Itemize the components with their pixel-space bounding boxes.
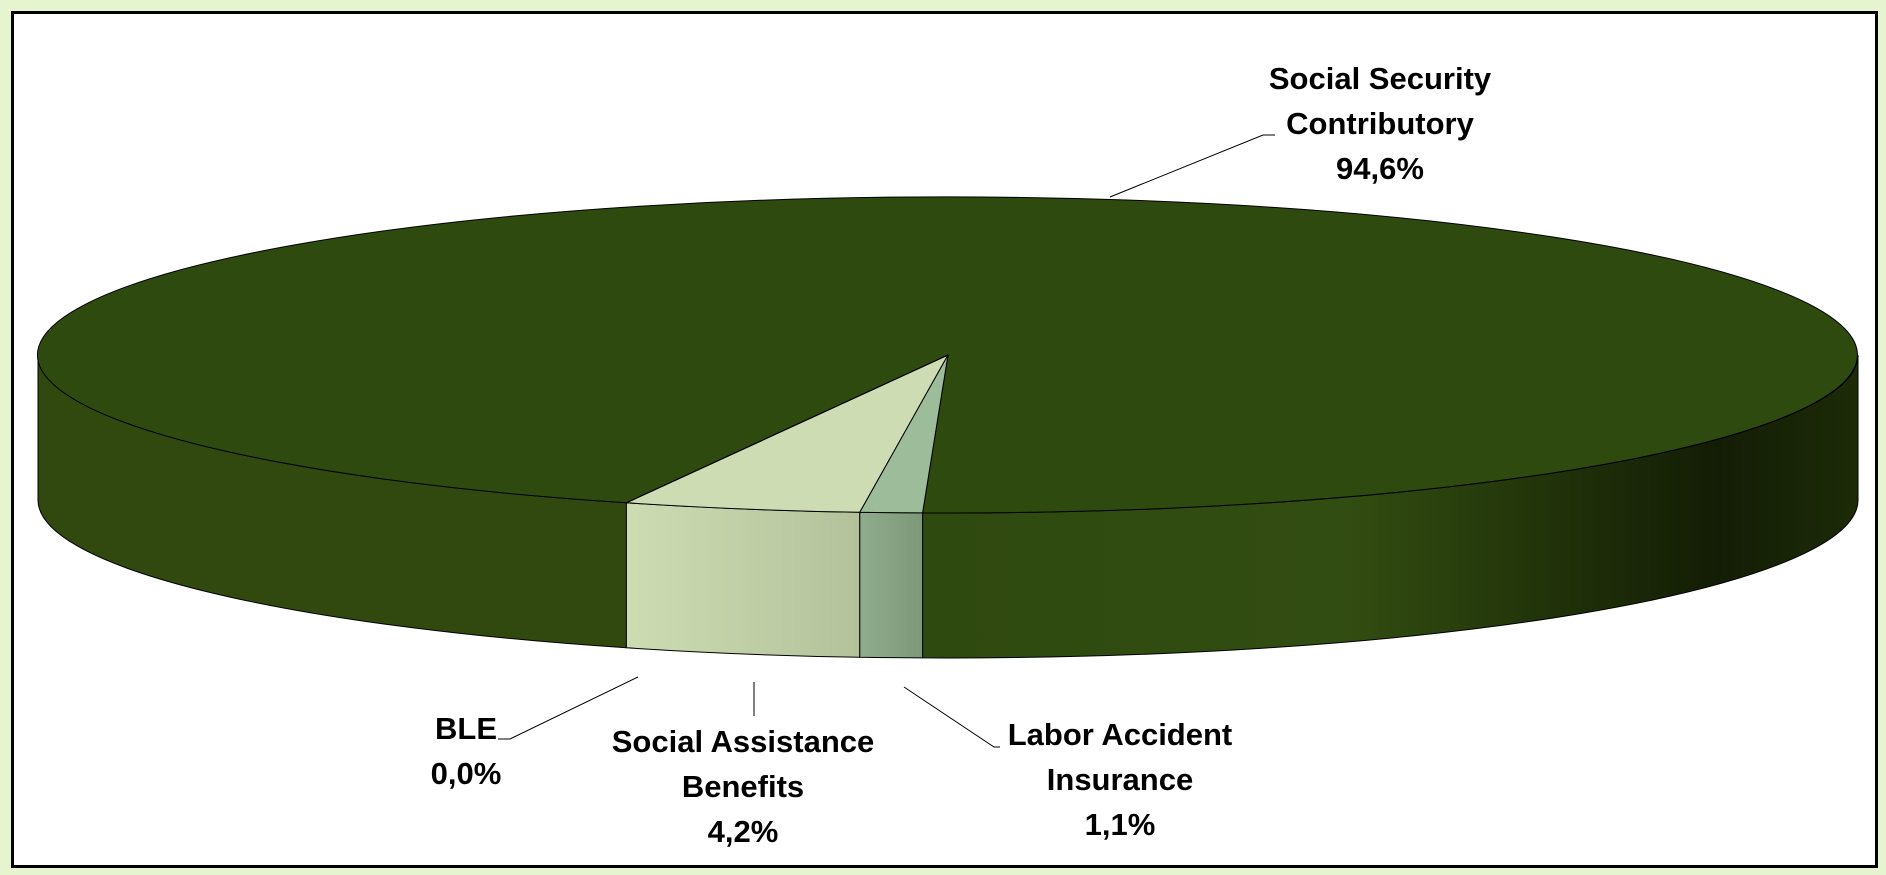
slice-social-assistance-benefits: [625, 354, 949, 513]
label-labor-accident-insurance: Labor Accident Insurance 1,1%: [1008, 717, 1233, 842]
slice-labor-accident-insurance: [859, 354, 949, 514]
side-social-assistance-benefits: [625, 502, 861, 658]
leader-labor-accident: [903, 686, 1000, 748]
side-labor-accident-insurance: [859, 511, 924, 659]
label-social-assistance-benefits: Social Assistance Benefits 4,2%: [612, 724, 875, 849]
label-ble: BLE 0,0%: [431, 711, 502, 791]
slice-ble: [626, 354, 949, 504]
label-social-security-contributory: Social Security Contributory 94,6%: [1269, 61, 1492, 186]
leader-ble: [498, 676, 639, 740]
leader-social-security: [1109, 134, 1275, 198]
